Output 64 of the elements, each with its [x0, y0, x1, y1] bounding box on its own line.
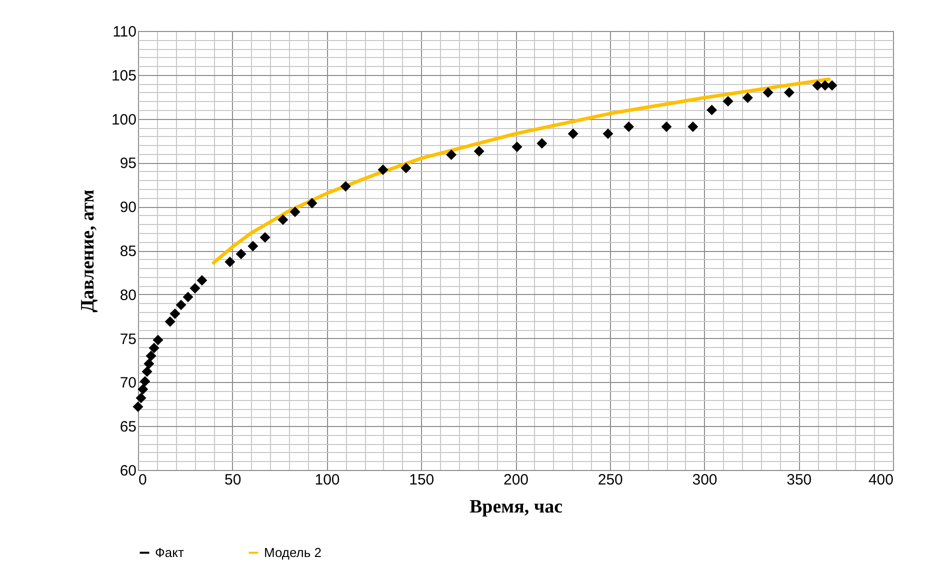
y-tick-label: 70	[120, 374, 136, 392]
point	[512, 142, 522, 152]
point	[688, 121, 698, 132]
point	[661, 121, 672, 132]
y-tick-label: 85	[120, 243, 136, 260]
x-tick-label: 150	[409, 472, 434, 488]
x-axis-title: Время, час	[469, 496, 563, 518]
point	[378, 164, 388, 175]
point	[290, 206, 300, 218]
legend-label: Модель 2	[264, 544, 322, 560]
point	[446, 150, 457, 160]
y-tick-label: 65	[120, 418, 136, 436]
point	[340, 181, 351, 192]
point	[182, 292, 194, 302]
point	[142, 366, 152, 377]
y-tick-label: 90	[120, 199, 136, 216]
point	[722, 96, 734, 106]
point	[170, 308, 180, 319]
point	[742, 92, 753, 103]
y-tick-label: 100	[111, 111, 136, 128]
point	[624, 121, 634, 132]
point	[812, 80, 823, 91]
point	[140, 376, 150, 387]
point	[146, 350, 156, 362]
x-tick-label: 0	[138, 472, 147, 488]
point	[132, 402, 144, 412]
point	[224, 256, 236, 268]
point	[260, 232, 270, 243]
point	[400, 162, 412, 174]
point	[136, 392, 146, 404]
point	[762, 87, 774, 98]
point	[536, 138, 548, 149]
y-tick-label: 80	[120, 286, 136, 304]
legend-label: Факт	[155, 544, 184, 560]
x-tick-label: 250	[598, 472, 623, 488]
x-tick-label: 350	[786, 472, 812, 488]
x-tick-label: 200	[503, 472, 529, 488]
point	[278, 214, 288, 226]
x-tick-label: 100	[314, 472, 340, 488]
point	[164, 316, 176, 327]
point	[602, 128, 614, 139]
point	[144, 358, 154, 370]
y-tick-label: 60	[120, 462, 136, 480]
x-tick-label: 400	[868, 472, 894, 488]
point	[248, 240, 258, 252]
y-tick-label: 95	[120, 155, 136, 172]
y-tick-label: 110	[112, 24, 136, 40]
point	[176, 300, 186, 310]
y-tick-label: 75	[120, 330, 136, 348]
x-tick-label: 300	[692, 472, 718, 488]
point	[138, 384, 148, 394]
point	[474, 146, 484, 157]
point	[706, 104, 718, 116]
point	[196, 275, 208, 286]
point	[152, 334, 164, 346]
y-axis-title: Давление, атм	[77, 190, 98, 312]
point	[236, 248, 246, 260]
point	[784, 87, 794, 98]
point	[306, 198, 318, 208]
x-tick-label: 50	[224, 472, 242, 488]
point	[148, 342, 160, 354]
point	[568, 128, 578, 139]
point	[190, 283, 200, 294]
y-tick-label: 105	[111, 67, 136, 84]
